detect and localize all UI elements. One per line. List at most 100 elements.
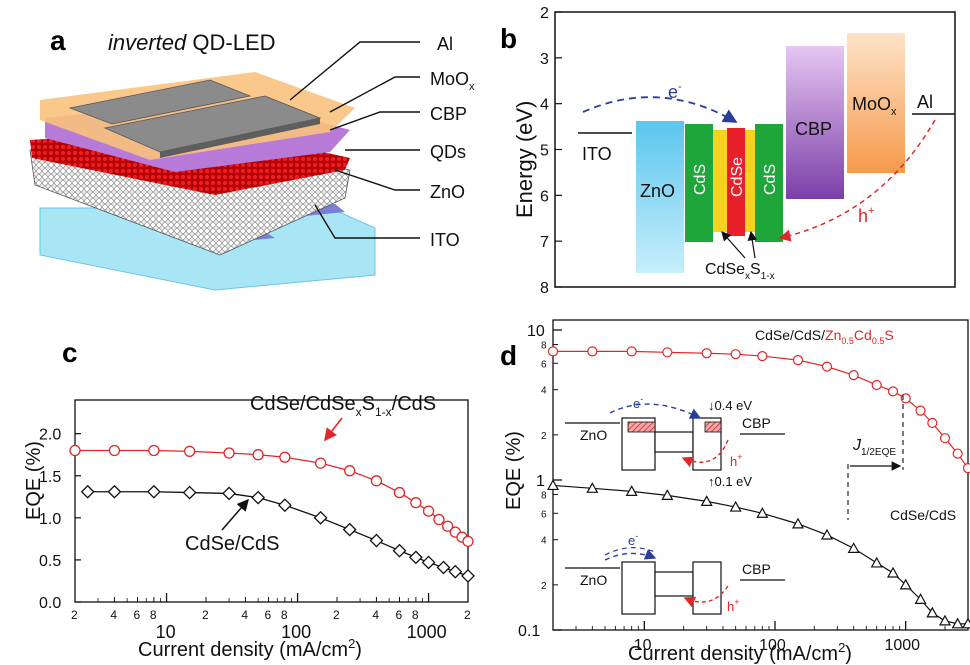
- cbp-band: [786, 46, 844, 199]
- panel-d-frame: [552, 319, 969, 631]
- d-point-cdse-cds: [586, 482, 599, 493]
- series-label-zncds-black: CdSe/CdS/: [755, 327, 825, 343]
- layer-label-qds: QDs: [430, 142, 466, 162]
- d-point-zncds: [887, 386, 899, 397]
- c-xtick-minor-label: 8: [412, 608, 419, 622]
- panel-d-ylabel: EQE (%): [503, 431, 525, 510]
- alloy-label-b: x: [745, 271, 750, 282]
- c-series-line-1: [87, 491, 469, 577]
- b-ytick-label: 2: [540, 5, 549, 22]
- c-point-alloyed: [370, 475, 383, 487]
- leader-al: [289, 41, 420, 101]
- inset-bottom-h-main: h: [727, 599, 734, 614]
- panel-c-xlabel: Current density (mA/cm2): [138, 636, 362, 661]
- cbp-band-label: CBP: [795, 119, 832, 139]
- c-point-cdse-cds: [277, 498, 292, 513]
- panel-b-yticks: 2 3 4 5 6 7 8: [540, 5, 562, 297]
- d-series-line-0: [553, 350, 969, 469]
- panel-b-letter: b: [500, 23, 517, 54]
- series-label-alloyed-d: 1-x: [375, 405, 392, 419]
- cds-right-label: CdS: [762, 164, 779, 195]
- moox-band-label-main: MoO: [852, 94, 891, 114]
- j-half-label: J1/2EQE: [852, 437, 896, 458]
- c-xtick-minor-label: 2: [464, 608, 471, 622]
- panel-d-xlabel-end: ): [845, 643, 852, 665]
- c-point-cdse-cds: [408, 550, 423, 565]
- inset-top-hole-arrow: [681, 439, 729, 468]
- layer-label-ito: ITO: [430, 230, 460, 250]
- c-xtick-minor-label: 2: [202, 608, 209, 622]
- d-point-cdse-cds: [870, 556, 883, 568]
- b-ytick-label: 8: [540, 280, 549, 297]
- b-ytick-label: 5: [540, 143, 549, 160]
- panel-c-xlabel-end: ): [355, 639, 362, 661]
- d-point-zncds: [821, 361, 833, 372]
- inset-top-hole-label: h+: [730, 452, 743, 469]
- leader-ito: [314, 204, 420, 239]
- panel-a-letter: a: [50, 25, 66, 56]
- d-ytick-major-label: 10: [527, 323, 545, 340]
- panel-a-title: inverted QD-LED: [108, 30, 276, 55]
- d-point-cdse-cds: [661, 489, 674, 500]
- j-half-label-sub: 1/2EQE: [861, 447, 896, 458]
- c-point-alloyed: [462, 535, 474, 548]
- layer-label-moox-main: MoO: [430, 69, 469, 89]
- leader-zno: [334, 169, 420, 191]
- c-xtick-minor-label: 6: [265, 608, 272, 622]
- d-point-zncds: [927, 417, 938, 429]
- d-ytick-major-label: 0.1: [518, 623, 540, 640]
- d-point-zncds: [757, 350, 768, 362]
- d-ytick-minor-label: 6: [541, 359, 547, 370]
- d-point-cdse-cds: [926, 606, 939, 618]
- c-point-alloyed: [344, 465, 356, 477]
- series-label-alloyed-b: x: [356, 405, 362, 419]
- c-point-alloyed: [252, 449, 264, 461]
- cds-right-band: [755, 124, 783, 242]
- panel-c-series: [69, 444, 475, 583]
- c-point-cdse-cds: [369, 533, 384, 548]
- d-ytick-minor-label: 8: [541, 341, 547, 352]
- inset-bottom-band-diagram: ZnO CBP e- h+: [565, 531, 785, 615]
- d-point-cdse-cds: [729, 500, 742, 512]
- d-xtick-major-label: 100: [759, 637, 786, 654]
- c-point-cdse-cds: [107, 484, 122, 499]
- d-ytick-minor-label: 8: [541, 491, 547, 502]
- c-ytick-label: 2.0: [39, 427, 61, 444]
- c-point-cdse-cds: [182, 485, 197, 500]
- d-ytick-minor-label: 4: [541, 386, 547, 397]
- d-point-zncds: [626, 346, 637, 357]
- b-ytick-label: 4: [540, 97, 549, 114]
- series-label-cdse-cds-d: CdSe/CdS: [890, 507, 956, 523]
- inset-bottom-electron-arrow: [604, 549, 657, 561]
- series-label-alloyed-e: /CdS: [392, 393, 436, 415]
- d-ytick-major-label: 1: [536, 473, 545, 490]
- d-ytick-minor-label: 2: [541, 581, 547, 592]
- c-xtick-major-label: 1000: [407, 622, 447, 642]
- series-label-zncds-c: Cd: [854, 327, 872, 343]
- electron-label-main: e: [668, 82, 678, 102]
- c-xtick-major-label: 100: [281, 622, 311, 642]
- inset-top-hatch-right: [704, 421, 722, 433]
- al-electrode-2-edge: [160, 118, 320, 158]
- cds-left-label: CdS: [692, 164, 709, 195]
- d-point-zncds: [587, 346, 598, 357]
- c-point-alloyed: [69, 444, 81, 457]
- cdse-band-label: CdSe: [729, 157, 746, 197]
- alloy-right-band: [745, 130, 755, 232]
- inset-bottom-core: [654, 571, 694, 597]
- panel-c-frame: [74, 399, 469, 603]
- hole-label-sup: +: [868, 205, 874, 217]
- alloy-label-d: 1-x: [761, 271, 775, 282]
- c-point-alloyed: [108, 444, 121, 457]
- c-xtick-minor-label: 6: [134, 608, 141, 622]
- d-point-zncds: [792, 354, 804, 366]
- c-xtick-minor-label: 2: [71, 608, 78, 622]
- inset-top-de-top-value: 0.4 eV: [715, 398, 753, 413]
- c-xtick-minor-label: 4: [110, 608, 117, 622]
- c-point-alloyed: [183, 445, 196, 457]
- hole-label: h+: [858, 205, 874, 226]
- d-point-zncds: [962, 463, 970, 474]
- panel-d-xlabel-sup: 2: [838, 640, 845, 655]
- inset-top-h-sup: +: [737, 452, 742, 462]
- inset-bottom-shell-left: [621, 561, 656, 615]
